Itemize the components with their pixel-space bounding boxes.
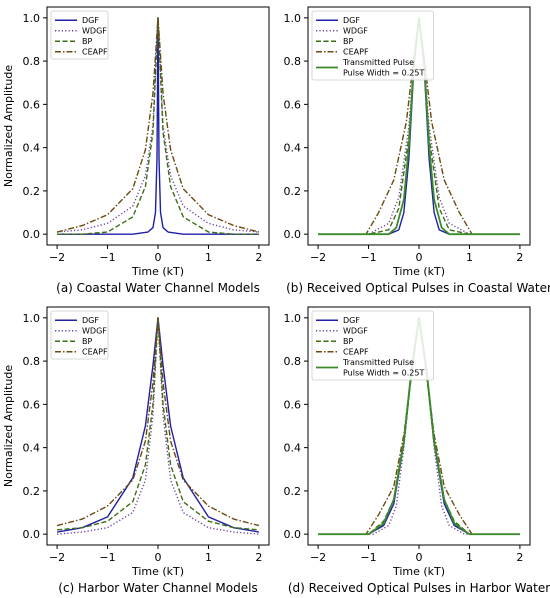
y-axis-label: Normalized Amplitude <box>2 65 15 187</box>
series-line-1 <box>57 17 259 233</box>
series-line-1 <box>318 317 520 535</box>
y-tick-label: 0.8 <box>23 55 41 68</box>
x-axis-label: Time (kT) <box>131 565 184 578</box>
x-tick-label: −2 <box>49 551 65 564</box>
panel-caption: (b) Received Optical Pulses in Coastal W… <box>286 281 550 295</box>
chart-panel-1: −2 −1 0 1 2 0.0 0.2 0.4 0.6 0.8 1.0 Time (kT) (b) Re… <box>284 6 550 295</box>
legend-label: CEAPF <box>343 348 369 357</box>
panel-caption: (c) Harbor Water Channel Models <box>58 581 257 595</box>
y-tick-label: 0.8 <box>284 55 302 68</box>
y-tick-label: 0.0 <box>23 528 41 541</box>
series-line-2 <box>57 17 259 235</box>
series-line-2 <box>57 317 259 531</box>
x-tick-label: 0 <box>155 251 162 264</box>
y-tick-label: 0.2 <box>284 485 302 498</box>
y-tick-label: 0.2 <box>23 485 41 498</box>
y-tick-label: 1.0 <box>23 12 41 25</box>
x-tick-label: −1 <box>99 251 115 264</box>
x-axis-label: Time (kT) <box>392 265 445 278</box>
panel-caption: (a) Coastal Water Channel Models <box>56 281 260 295</box>
x-tick-label: 1 <box>466 251 473 264</box>
y-tick-label: 1.0 <box>284 12 302 25</box>
y-tick-label: 0.0 <box>23 228 41 241</box>
x-tick-label: −1 <box>360 251 376 264</box>
legend-label: CEAPF <box>82 48 108 57</box>
y-tick-label: 0.8 <box>23 355 41 368</box>
x-tick-label: −1 <box>99 551 115 564</box>
y-tick-label: 0.6 <box>284 398 302 411</box>
x-tick-label: 2 <box>255 551 262 564</box>
x-tick-label: 2 <box>255 251 262 264</box>
y-tick-label: 1.0 <box>23 312 41 325</box>
y-tick-label: 0.4 <box>23 142 41 155</box>
x-tick-label: 0 <box>155 551 162 564</box>
legend-box <box>50 10 109 60</box>
y-tick-label: 0.4 <box>284 442 302 455</box>
y-axis-label: Normalized Amplitude <box>2 365 15 487</box>
legend-box <box>311 10 434 81</box>
chart-panel-2: −2 −1 0 1 2 0.0 0.2 0.4 0.6 0.8 1.0 Time (kT) Normal… <box>2 306 270 595</box>
y-tick-label: 0.2 <box>23 185 41 198</box>
y-tick-label: 0.8 <box>284 355 302 368</box>
y-tick-label: 0.6 <box>284 98 302 111</box>
series-line-1 <box>318 17 520 235</box>
legend-label: WDGF <box>82 27 107 36</box>
legend-label: BP <box>343 337 353 346</box>
legend-label: CEAPF <box>343 48 369 57</box>
y-tick-label: 0.0 <box>284 228 302 241</box>
legend-label: WDGF <box>343 27 368 36</box>
y-tick-label: 1.0 <box>284 312 302 325</box>
x-axis-label: Time (kT) <box>131 265 184 278</box>
x-tick-label: 1 <box>205 551 212 564</box>
series-line-3 <box>56 17 260 233</box>
legend-label: BP <box>82 337 92 346</box>
y-tick-label: 0.4 <box>23 442 41 455</box>
x-tick-label: 2 <box>516 551 523 564</box>
legend-label: DGF <box>343 316 360 325</box>
legend-label: Transmitted Pulse Pulse Width = 0.25T <box>342 58 424 78</box>
y-tick-label: 0.6 <box>23 98 41 111</box>
legend-label: BP <box>82 37 92 46</box>
y-tick-label: 0.4 <box>284 142 302 155</box>
legend-label: WDGF <box>82 327 107 336</box>
x-tick-label: −1 <box>360 551 376 564</box>
x-tick-label: −2 <box>49 251 65 264</box>
legend-label: DGF <box>82 16 99 25</box>
y-tick-label: 0.0 <box>284 528 302 541</box>
y-tick-label: 0.6 <box>23 398 41 411</box>
legend-label: BP <box>343 37 353 46</box>
x-tick-label: 1 <box>205 251 212 264</box>
legend-box <box>50 310 109 360</box>
y-tick-label: 0.2 <box>284 185 302 198</box>
legend-label: DGF <box>82 316 99 325</box>
panel-caption: (d) Received Optical Pulses in Harbor Wa… <box>288 581 550 595</box>
x-tick-label: 1 <box>466 551 473 564</box>
legend-label: WDGF <box>343 327 368 336</box>
legend-label: CEAPF <box>82 348 108 357</box>
x-tick-label: 0 <box>416 251 423 264</box>
x-tick-label: −2 <box>310 551 326 564</box>
legend-box <box>311 310 434 381</box>
x-tick-label: −2 <box>310 251 326 264</box>
chart-panel-0: −2 −1 0 1 2 0.0 0.2 0.4 0.6 0.8 1.0 Time (kT) Normal… <box>2 6 270 295</box>
legend-label: Transmitted Pulse Pulse Width = 0.25T <box>342 358 424 378</box>
x-axis-label: Time (kT) <box>392 565 445 578</box>
legend-label: DGF <box>343 16 360 25</box>
chart-panel-3: −2 −1 0 1 2 0.0 0.2 0.4 0.6 0.8 1.0 Time (kT) (d) Re… <box>284 306 550 595</box>
x-tick-label: 0 <box>416 551 423 564</box>
x-tick-label: 2 <box>516 251 523 264</box>
series-line-3 <box>56 317 260 527</box>
